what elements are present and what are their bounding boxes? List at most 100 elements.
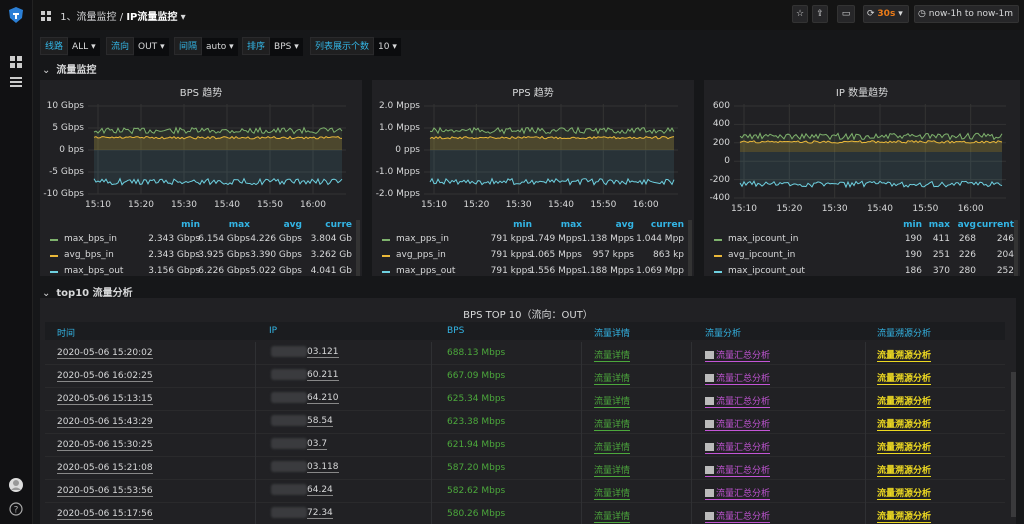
traffic-detail-link[interactable]: 流量详情 — [594, 440, 631, 454]
chevron-down-icon[interactable]: ▾ — [180, 12, 186, 23]
legend-swatch[interactable] — [714, 271, 722, 273]
legend-column-header[interactable]: max — [560, 220, 582, 230]
ip-cell[interactable]: 03.118 — [271, 461, 391, 474]
graph-plot[interactable] — [88, 104, 346, 196]
ip-cell[interactable]: 72.34 — [271, 507, 391, 520]
graph-plot[interactable] — [734, 104, 1006, 200]
traffic-trace-link[interactable]: 流量溯源分析 — [877, 371, 932, 385]
legend-swatch[interactable] — [382, 255, 390, 257]
legend-swatch[interactable] — [50, 239, 58, 241]
legend-swatch[interactable] — [50, 271, 58, 273]
time-link[interactable]: 2020-05-06 15:43:29 — [57, 417, 153, 428]
ip-link[interactable]: 60.211 — [307, 369, 339, 381]
traffic-analysis-link[interactable]: 流量汇总分析 — [705, 371, 771, 385]
legend-series-name[interactable]: max_ipcount_out — [728, 266, 805, 276]
panel-bps-top10[interactable]: BPS TOP 10（流向：OUT） 时间 IP BPS 流量详情 流量分析 流… — [40, 298, 1016, 524]
legend-swatch[interactable] — [382, 271, 390, 273]
ip-link[interactable]: 58.54 — [307, 415, 333, 427]
legend-row[interactable]: max_pps_in 791 kpps 1.749 Mpps 1.138 Mpps 1.… — [382, 232, 690, 248]
refresh-button[interactable]: ⟳ 30s ▾ — [863, 5, 909, 23]
traffic-analysis-link[interactable]: 流量汇总分析 — [705, 509, 771, 523]
panel-pps[interactable]: PPS 趋势 2.0 Mpps 1.0 Mpps 0 pps -1.0 Mpps -2.0… — [372, 80, 694, 276]
row-title-monitor[interactable]: ⌄ 流量监控 — [42, 61, 96, 76]
legend-row[interactable]: max_bps_out 3.156 Gbps 6.226 Gbps 5.022 Gbp… — [50, 264, 358, 276]
traffic-detail-link[interactable]: 流量详情 — [594, 417, 631, 431]
traffic-detail-link[interactable]: 流量详情 — [594, 509, 631, 523]
time-link[interactable]: 2020-05-06 15:21:08 — [57, 463, 153, 474]
legend-column-header[interactable]: min — [513, 220, 532, 230]
legend-series-name[interactable]: max_pps_out — [396, 266, 456, 276]
ip-link[interactable]: 03.7 — [307, 438, 328, 450]
traffic-trace-link[interactable]: 流量溯源分析 — [877, 394, 932, 408]
playlist-icon[interactable] — [9, 75, 23, 89]
legend-row[interactable]: max_ipcount_in 190 411 268 246 — [714, 232, 1016, 248]
ip-link[interactable]: 64.24 — [307, 484, 333, 496]
var-value[interactable]: 10 ▾ — [374, 38, 401, 56]
var-value[interactable]: BPS ▾ — [270, 38, 303, 56]
ip-link[interactable]: 72.34 — [307, 507, 333, 519]
ip-cell[interactable]: 60.211 — [271, 369, 391, 382]
legend-column-header[interactable]: min — [903, 220, 922, 230]
user-avatar-icon[interactable] — [8, 477, 24, 493]
breadcrumb[interactable]: 1、流量监控 / IP流量监控 ▾ — [41, 8, 186, 23]
column-header[interactable]: 流量溯源分析 — [877, 329, 932, 339]
column-header[interactable]: BPS — [447, 326, 465, 336]
column-header[interactable]: 流量分析 — [705, 329, 742, 339]
legend-row[interactable]: avg_bps_in 2.343 Gbps 3.925 Gbps 3.390 Gbps… — [50, 248, 358, 264]
time-link[interactable]: 2020-05-06 15:53:56 — [57, 486, 153, 497]
column-header[interactable]: 时间 — [57, 329, 76, 339]
legend-column-header[interactable]: max — [228, 220, 250, 230]
legend-row[interactable]: avg_pps_in 791 kpps 1.065 Mpps 957 kpps 863 … — [382, 248, 690, 264]
legend-column-header[interactable]: max — [928, 220, 950, 230]
traffic-trace-link[interactable]: 流量溯源分析 — [877, 486, 932, 500]
var-sort[interactable]: 排序 BPS ▾ — [242, 37, 303, 56]
traffic-analysis-link[interactable]: 流量汇总分析 — [705, 417, 771, 431]
traffic-detail-link[interactable]: 流量详情 — [594, 348, 631, 362]
traffic-detail-link[interactable]: 流量详情 — [594, 486, 631, 500]
legend-series-name[interactable]: max_bps_in — [64, 234, 117, 244]
legend-column-header[interactable]: curren — [650, 220, 684, 230]
tv-mode-button[interactable]: ▭ — [837, 5, 855, 23]
legend-series-name[interactable]: avg_pps_in — [396, 250, 446, 260]
dashboards-icon[interactable] — [9, 55, 23, 69]
table-scrollbar[interactable] — [1011, 372, 1016, 517]
legend-column-header[interactable]: min — [181, 220, 200, 230]
legend-swatch[interactable] — [714, 239, 722, 241]
ip-cell[interactable]: 58.54 — [271, 415, 391, 428]
dashboard-title[interactable]: IP流量监控 — [126, 12, 178, 23]
traffic-trace-link[interactable]: 流量溯源分析 — [877, 440, 932, 454]
traffic-analysis-link[interactable]: 流量汇总分析 — [705, 463, 771, 477]
share-button[interactable]: ⇪ — [812, 5, 828, 23]
column-header[interactable]: IP — [269, 326, 278, 336]
time-link[interactable]: 2020-05-06 16:02:25 — [57, 371, 153, 382]
legend-column-header[interactable]: avg — [283, 220, 302, 230]
traffic-analysis-link[interactable]: 流量汇总分析 — [705, 394, 771, 408]
graph-plot[interactable] — [424, 104, 678, 196]
ip-link[interactable]: 03.121 — [307, 346, 339, 358]
legend-series-name[interactable]: avg_ipcount_in — [728, 250, 796, 260]
ip-cell[interactable]: 03.121 — [271, 346, 391, 359]
legend-swatch[interactable] — [714, 255, 722, 257]
var-interval[interactable]: 间隔 auto ▾ — [174, 37, 238, 56]
traffic-detail-link[interactable]: 流量详情 — [594, 463, 631, 477]
legend-row[interactable]: max_bps_in 2.343 Gbps 6.154 Gbps 4.226 Gbps… — [50, 232, 358, 248]
ip-link[interactable]: 03.118 — [307, 461, 339, 473]
ip-cell[interactable]: 64.24 — [271, 484, 391, 497]
time-link[interactable]: 2020-05-06 15:20:02 — [57, 348, 153, 359]
time-link[interactable]: 2020-05-06 15:13:15 — [57, 394, 153, 405]
legend-row[interactable]: avg_ipcount_in 190 251 226 204 — [714, 248, 1016, 264]
time-link[interactable]: 2020-05-06 15:17:56 — [57, 509, 153, 520]
traffic-trace-link[interactable]: 流量溯源分析 — [877, 417, 932, 431]
legend-scrollbar[interactable] — [688, 220, 692, 276]
legend-swatch[interactable] — [50, 255, 58, 257]
var-line[interactable]: 线路 ALL ▾ — [40, 37, 100, 56]
ip-cell[interactable]: 03.7 — [271, 438, 391, 451]
grafana-logo-icon[interactable] — [8, 6, 24, 24]
traffic-detail-link[interactable]: 流量详情 — [594, 394, 631, 408]
var-value[interactable]: OUT ▾ — [134, 38, 169, 56]
legend-series-name[interactable]: max_pps_in — [396, 234, 449, 244]
traffic-trace-link[interactable]: 流量溯源分析 — [877, 509, 932, 523]
time-picker-button[interactable]: ◷ now-1h to now-1m — [914, 5, 1019, 23]
traffic-trace-link[interactable]: 流量溯源分析 — [877, 463, 932, 477]
traffic-trace-link[interactable]: 流量溯源分析 — [877, 348, 932, 362]
